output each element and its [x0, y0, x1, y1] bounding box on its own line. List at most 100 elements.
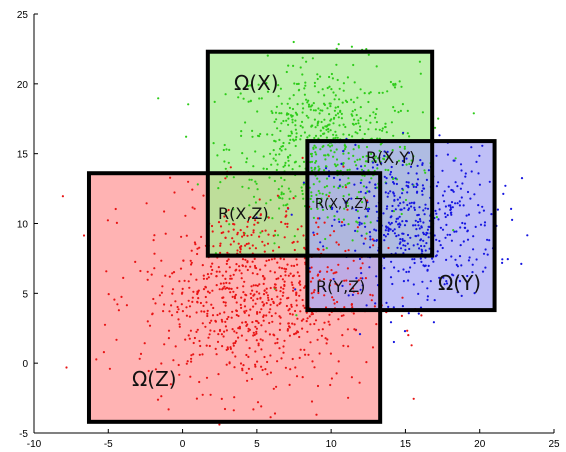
point-z: [284, 281, 286, 283]
point-z: [200, 236, 202, 238]
point-z: [291, 281, 293, 283]
point-z: [306, 331, 308, 333]
point-z: [65, 366, 67, 368]
point-z: [206, 315, 208, 317]
point-z: [235, 294, 237, 296]
point-y: [426, 299, 428, 301]
point-y: [464, 176, 466, 178]
point-z: [232, 291, 234, 293]
point-z: [258, 292, 260, 294]
point-z: [303, 349, 305, 351]
point-z: [221, 319, 223, 321]
point-z: [225, 271, 227, 273]
point-z: [153, 234, 155, 236]
point-z: [329, 324, 331, 326]
point-y: [333, 177, 335, 179]
point-z: [255, 303, 257, 305]
point-z: [200, 302, 202, 304]
point-z: [95, 358, 97, 360]
point-y: [393, 341, 395, 343]
point-y: [483, 253, 485, 255]
point-x: [345, 146, 347, 148]
point-z: [278, 246, 280, 248]
point-z: [280, 286, 282, 288]
point-z: [280, 258, 282, 260]
point-z: [228, 230, 230, 232]
point-y: [414, 235, 416, 237]
point-z: [328, 321, 330, 323]
point-x: [270, 164, 272, 166]
point-y: [403, 280, 405, 282]
point-y: [413, 186, 415, 188]
point-y: [447, 234, 449, 236]
point-z: [266, 288, 268, 290]
point-y: [419, 227, 421, 229]
point-z: [192, 291, 194, 293]
point-z: [286, 305, 288, 307]
point-z: [216, 271, 218, 273]
point-z: [210, 394, 212, 396]
point-z: [249, 247, 251, 249]
point-y: [470, 146, 472, 148]
point-y: [393, 195, 395, 197]
point-x: [348, 158, 350, 160]
point-z: [190, 354, 192, 356]
point-z: [253, 332, 255, 334]
point-x: [424, 172, 426, 174]
point-z: [247, 269, 249, 271]
point-y: [450, 214, 452, 216]
point-y: [444, 190, 446, 192]
point-y: [375, 205, 377, 207]
point-y: [421, 194, 423, 196]
point-z: [357, 226, 359, 228]
point-z: [274, 258, 276, 260]
point-z: [284, 274, 286, 276]
point-y: [440, 227, 442, 229]
point-y: [374, 302, 376, 304]
point-y: [454, 202, 456, 204]
point-x: [332, 77, 334, 79]
point-x: [353, 101, 355, 103]
point-z: [193, 342, 195, 344]
point-z: [246, 243, 248, 245]
point-x: [335, 107, 337, 109]
point-z: [347, 267, 349, 269]
point-x: [392, 83, 394, 85]
point-z: [345, 186, 347, 188]
point-z: [274, 342, 276, 344]
point-x: [473, 112, 475, 114]
point-y: [485, 248, 487, 250]
point-z: [299, 284, 301, 286]
point-z: [261, 241, 263, 243]
point-y: [387, 196, 389, 198]
point-z: [190, 330, 192, 332]
point-y: [375, 275, 377, 277]
point-x: [319, 76, 321, 78]
point-x: [355, 164, 357, 166]
point-y: [392, 181, 394, 183]
point-z: [219, 271, 221, 273]
point-y: [475, 161, 477, 163]
point-z: [122, 277, 124, 279]
point-z: [311, 292, 313, 294]
point-z: [295, 332, 297, 334]
point-y: [449, 234, 451, 236]
point-z: [62, 195, 64, 197]
point-x: [293, 41, 295, 43]
point-z: [266, 373, 268, 375]
point-y: [441, 170, 443, 172]
point-z: [280, 298, 282, 300]
point-z: [233, 366, 235, 368]
point-y: [417, 234, 419, 236]
point-z: [256, 339, 258, 341]
point-x: [358, 191, 360, 193]
point-z: [246, 372, 248, 374]
point-y: [402, 244, 404, 246]
point-z: [334, 302, 336, 304]
point-z: [327, 266, 329, 268]
point-y: [319, 241, 321, 243]
point-x: [313, 145, 315, 147]
point-x: [337, 79, 339, 81]
point-z: [239, 269, 241, 271]
point-z: [221, 333, 223, 335]
